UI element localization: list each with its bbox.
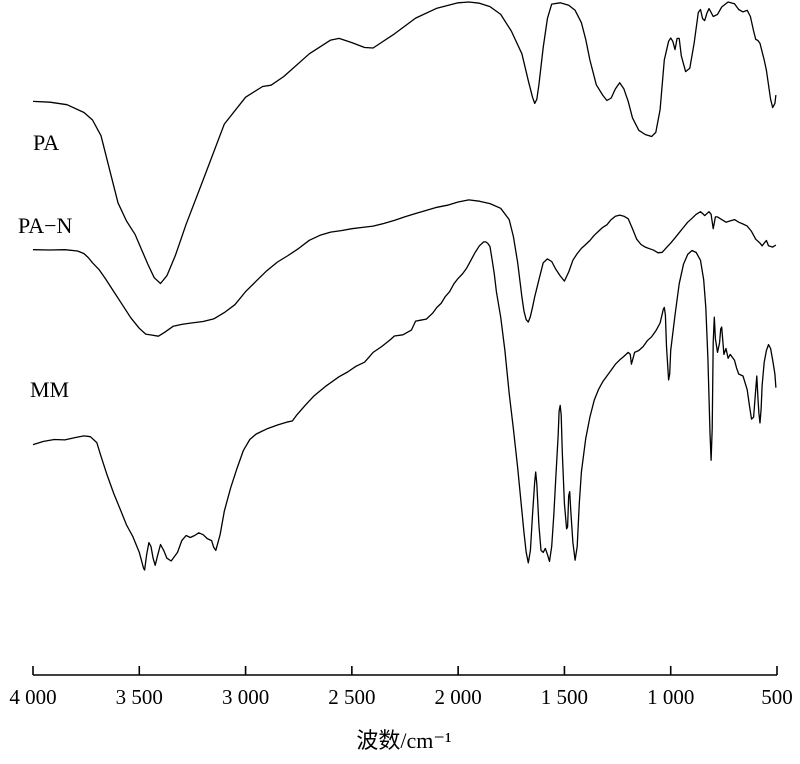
x-axis: 4 000 3 500 3 000 2 500 2 000 1 500 1 000 500 (9, 666, 793, 709)
series-label-pa-n: PA−N (18, 213, 73, 238)
x-tick-label: 4 000 (9, 685, 56, 709)
x-tick-label: 2 500 (328, 685, 375, 709)
series-label-pa: PA (33, 130, 59, 155)
series-line-mm (32, 241, 777, 571)
series-line-pa (32, 1, 777, 285)
x-tick-label: 3 500 (116, 685, 163, 709)
x-tick-label: 1 500 (541, 685, 588, 709)
series-label-mm: MM (30, 377, 69, 402)
series-labels: PA PA−N MM (18, 130, 73, 402)
x-tick-label: 500 (761, 685, 793, 709)
x-tick-label: 2 000 (435, 685, 482, 709)
x-tick-label: 1 000 (647, 685, 694, 709)
series-line-pa-n (32, 199, 777, 337)
x-tick-label: 3 000 (222, 685, 269, 709)
series-layer (32, 1, 777, 571)
x-axis-title: 波数/cm⁻¹ (356, 728, 451, 753)
